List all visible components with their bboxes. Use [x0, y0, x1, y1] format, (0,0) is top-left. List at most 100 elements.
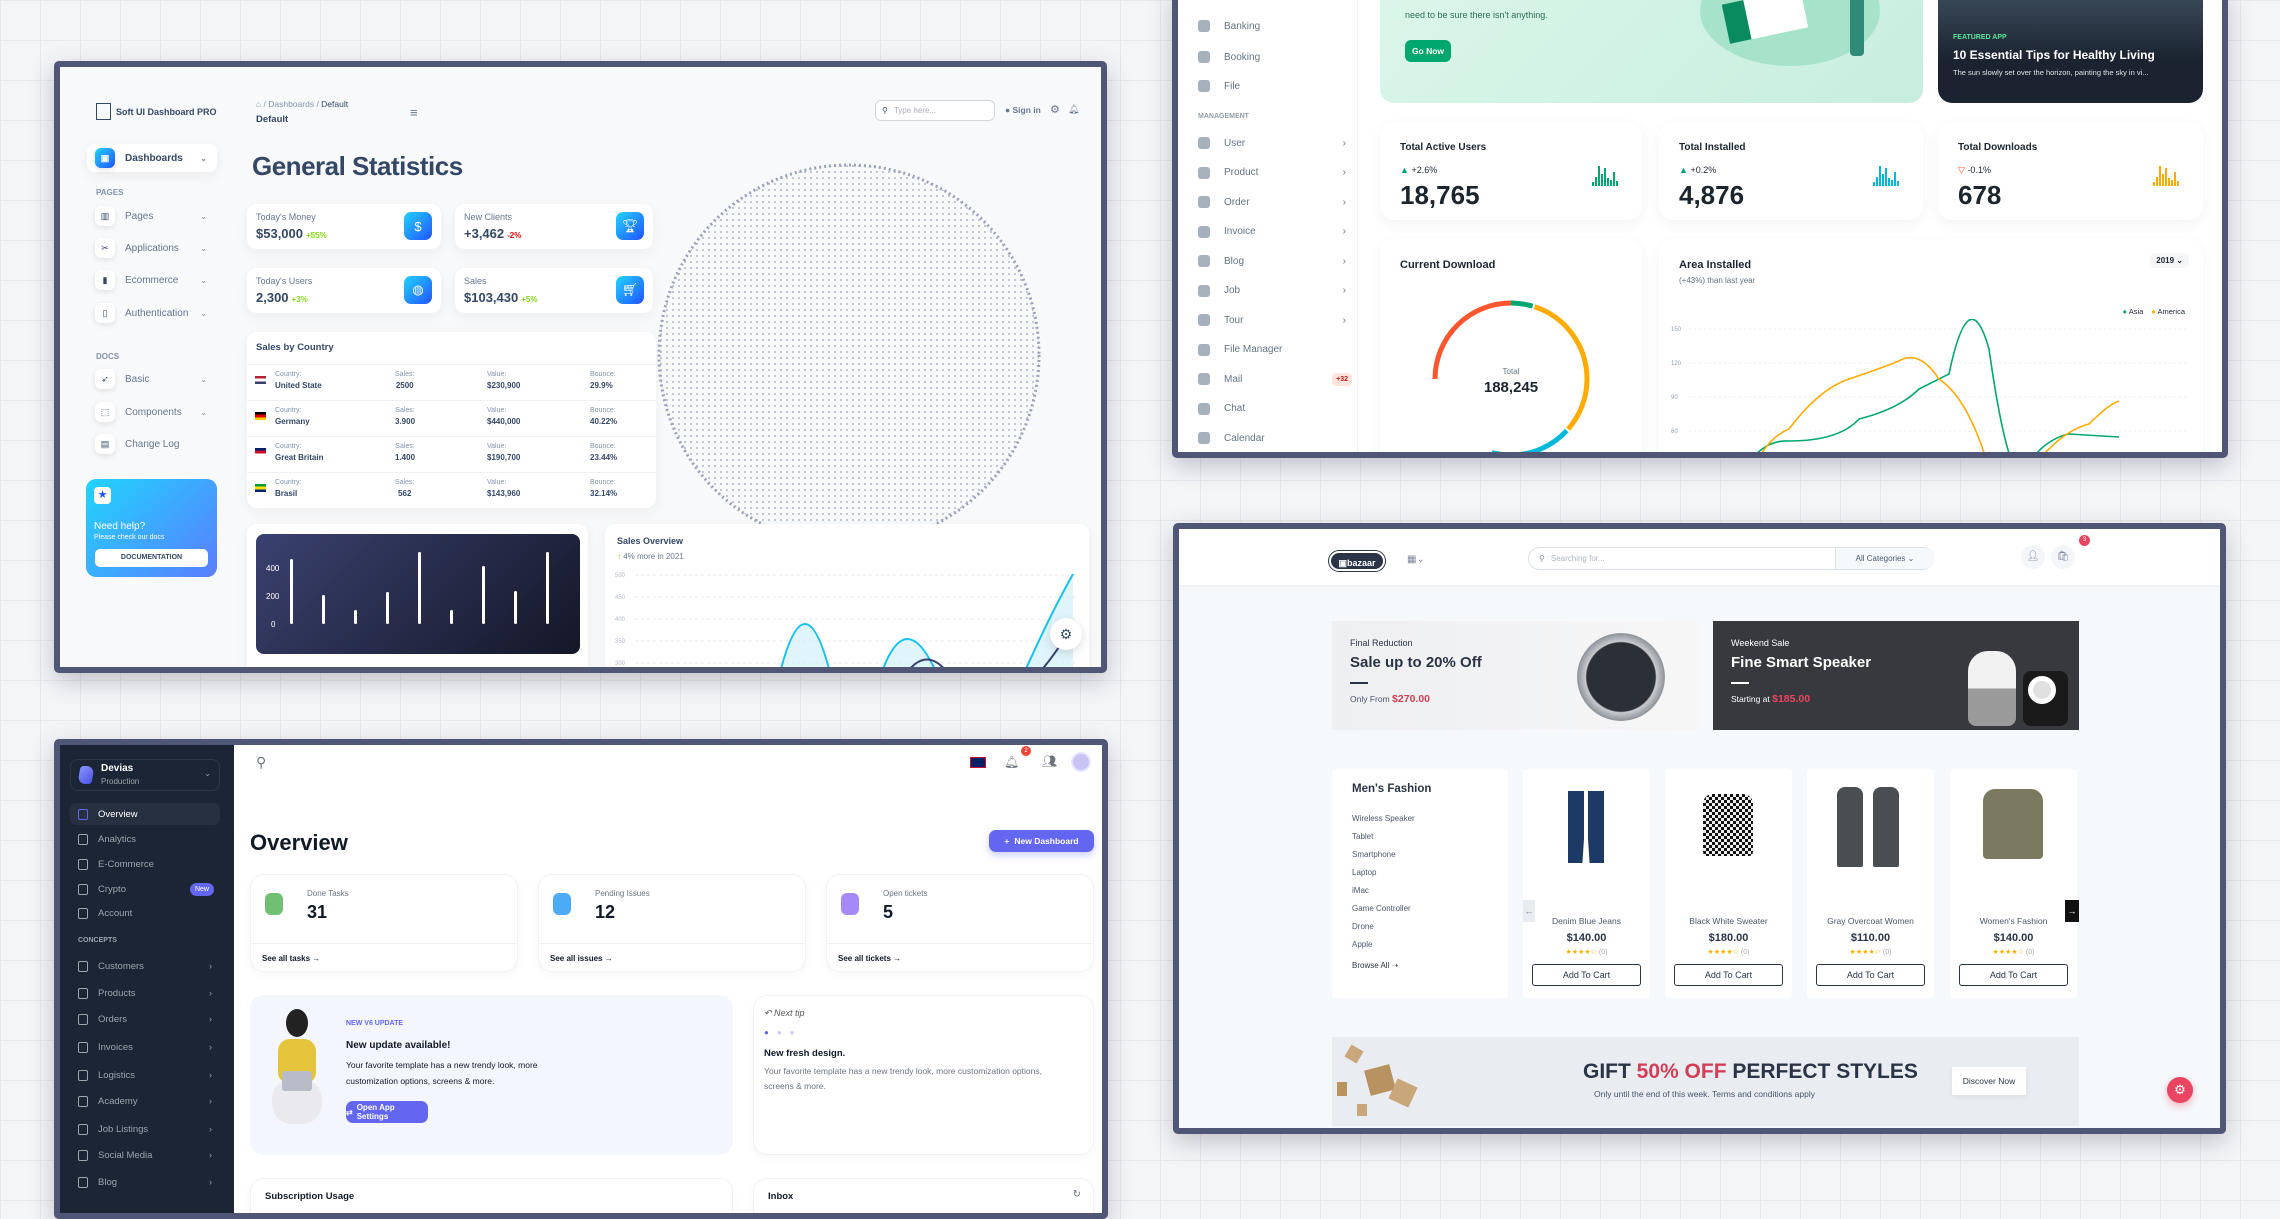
promo-banner-watch[interactable]: Final Reduction Sale up to 20% Off Only …: [1332, 621, 1698, 730]
search-input[interactable]: ⚲ Type here...: [875, 100, 995, 121]
sidebar-item[interactable]: Order ›: [1198, 196, 1358, 208]
sidebar-item[interactable]: Chat: [1198, 402, 1358, 415]
sidebar-item-booking[interactable]: Booking: [1198, 51, 1358, 63]
sidebar-item-banking[interactable]: Banking: [1198, 20, 1358, 32]
next-tip-button[interactable]: ↶ Next tip: [764, 1008, 805, 1018]
browse-all-link[interactable]: Browse All ➝: [1352, 961, 1399, 970]
sidebar-item[interactable]: Logistics ›: [70, 1064, 220, 1086]
add-to-cart-button[interactable]: Add To Cart: [1959, 964, 2068, 986]
new-dashboard-button[interactable]: + New Dashboard: [989, 830, 1094, 852]
carousel-prev-button[interactable]: ←: [1523, 900, 1535, 922]
sidebar-item-ecommerce[interactable]: ▮ Ecommerce ⌄: [87, 266, 217, 294]
category-select[interactable]: All Categories ⌄: [1835, 548, 1934, 569]
add-to-cart-button[interactable]: Add To Cart: [1532, 964, 1641, 986]
sidebar-item[interactable]: Invoices ›: [70, 1036, 220, 1058]
sign-in-link[interactable]: ● Sign in: [1005, 105, 1041, 115]
sidebar-item[interactable]: Orders ›: [70, 1008, 220, 1030]
sidebar-item-account[interactable]: Account: [70, 902, 220, 924]
breadcrumb-dashboards[interactable]: Dashboards: [268, 99, 315, 109]
home-icon[interactable]: ⌂: [256, 99, 262, 109]
avatar[interactable]: [1071, 752, 1091, 772]
discover-now-button[interactable]: Discover Now: [1952, 1067, 2026, 1095]
chevron-right-icon: ›: [1342, 255, 1346, 267]
y-tick: 120: [1671, 361, 1682, 367]
donut-chart: [1432, 300, 1590, 452]
sidebar-item-file[interactable]: File: [1198, 80, 1358, 92]
add-to-cart-button[interactable]: Add To Cart: [1816, 964, 1925, 986]
cell-sales: Sales: 1.400: [395, 443, 416, 462]
add-to-cart-button[interactable]: Add To Cart: [1674, 964, 1783, 986]
sidebar-item-dashboards[interactable]: ▣ Dashboards ⌄: [87, 144, 217, 172]
year-select[interactable]: 2019 ⌄: [2150, 253, 2189, 268]
sidebar-item[interactable]: User ›: [1198, 137, 1358, 149]
gear-icon[interactable]: ⚙: [1050, 104, 1060, 116]
category-link[interactable]: Apple: [1352, 940, 1373, 949]
category-link[interactable]: Wireless Speaker: [1352, 814, 1415, 823]
sidebar-item-applications[interactable]: ✂ Applications ⌄: [87, 234, 217, 262]
sidebar-item-components[interactable]: ⬚ Components ⌄: [87, 398, 217, 426]
sidebar-item[interactable]: Job ›: [1198, 284, 1358, 297]
sidebar-item-authentication[interactable]: ▯ Authentication ⌄: [87, 299, 217, 327]
featured-app-card[interactable]: FEATURED APP 10 Essential Tips for Healt…: [1938, 0, 2203, 103]
see-all-link[interactable]: See all issues →: [550, 954, 613, 963]
bazaar-logo[interactable]: ▣bazaar: [1329, 551, 1385, 571]
sidebar-item[interactable]: Invoice ›: [1198, 225, 1358, 238]
sidebar-item[interactable]: Tour ›: [1198, 314, 1358, 326]
product-price: $180.00: [1708, 932, 1749, 944]
go-now-button[interactable]: Go Now: [1405, 40, 1451, 62]
shopping-bag-icon[interactable]: 🛍︎: [2051, 545, 2075, 569]
bell-icon[interactable]: 🔔︎: [1004, 755, 1020, 769]
sidebar-item[interactable]: Blog ›: [70, 1171, 220, 1193]
sidebar-item-pages[interactable]: ▥ Pages ⌄: [87, 202, 217, 230]
product-card[interactable]: Women's Fashion $140.00 ★★★★☆ (0) Add To…: [1950, 769, 2077, 998]
stat-title: Total Downloads: [1958, 142, 2038, 153]
tip-pagination-dots[interactable]: ●●●: [764, 1028, 803, 1037]
product-card[interactable]: Black White Sweater $180.00 ★★★★☆ (0) Ad…: [1665, 769, 1792, 998]
settings-gear-button[interactable]: ⚙: [1050, 618, 1082, 650]
workspace-switcher[interactable]: Devias Production ⌄: [70, 759, 220, 791]
category-link[interactable]: Drone: [1352, 922, 1374, 931]
settings-gear-button[interactable]: ⚙: [2167, 1077, 2193, 1103]
product-card[interactable]: Denim Blue Jeans $140.00 ★★★★☆ (0) Add T…: [1523, 769, 1650, 998]
sidebar-item[interactable]: Social Media ›: [70, 1144, 220, 1166]
sidebar-item-e-commerce[interactable]: E-Commerce: [70, 853, 220, 875]
category-grid-icon[interactable]: ▦⌄: [1407, 554, 1425, 565]
sidebar-item-basic[interactable]: ➶ Basic ⌄: [87, 365, 217, 393]
sidebar-item[interactable]: Products ›: [70, 982, 220, 1004]
bell-icon[interactable]: 🔔︎: [1068, 104, 1080, 114]
open-app-settings-button[interactable]: ⇄ Open App Settings: [346, 1101, 428, 1123]
sidebar-item-change-log[interactable]: ▤ Change Log: [87, 430, 217, 458]
category-link[interactable]: Game Controller: [1352, 904, 1411, 913]
sidebar-item-overview[interactable]: Overview: [70, 803, 220, 825]
sidebar-item[interactable]: Mail +32: [1198, 372, 1358, 386]
documentation-button[interactable]: DOCUMENTATION: [95, 549, 208, 567]
sidebar-item[interactable]: Academy ›: [70, 1090, 220, 1112]
product-card[interactable]: Gray Overcoat Women $110.00 ★★★★☆ (0) Ad…: [1807, 769, 1934, 998]
contacts-icon[interactable]: 👥︎: [1042, 754, 1058, 768]
sidebar-item[interactable]: Product ›: [1198, 166, 1358, 179]
category-link[interactable]: Laptop: [1352, 868, 1377, 877]
category-link[interactable]: Smartphone: [1352, 850, 1396, 859]
sidebar-item[interactable]: Blog ›: [1198, 255, 1358, 267]
search-input[interactable]: ⚲ Searching for... All Categories ⌄: [1528, 547, 1934, 570]
see-all-link[interactable]: See all tasks →: [262, 954, 321, 963]
user-icon[interactable]: 👤︎: [2021, 545, 2045, 569]
promo-banner-speaker[interactable]: Weekend Sale Fine Smart Speaker Starting…: [1713, 621, 2079, 730]
sidebar-item-crypto[interactable]: Crypto New: [70, 878, 220, 900]
table-row: Country: Brasil Sales: 562 Value: $143,960 …: [247, 472, 656, 508]
carousel-next-button[interactable]: →: [2065, 900, 2079, 922]
sidebar-item[interactable]: Job Listings ›: [70, 1118, 220, 1140]
category-link[interactable]: iMac: [1352, 886, 1369, 895]
uk-flag-icon[interactable]: [970, 757, 986, 768]
hamburger-icon[interactable]: ≡: [410, 105, 418, 120]
see-all-link[interactable]: See all tickets →: [838, 954, 902, 963]
sidebar-item[interactable]: Customers ›: [70, 955, 220, 977]
sidebar-item-analytics[interactable]: Analytics: [70, 828, 220, 850]
search-icon[interactable]: ⚲: [256, 754, 267, 770]
sidebar-item[interactable]: Calendar: [1198, 432, 1358, 444]
sidebar-item[interactable]: File Manager: [1198, 343, 1358, 356]
nav-icon: [78, 960, 88, 972]
refresh-icon[interactable]: ↻: [1072, 1189, 1081, 1200]
category-link[interactable]: Tablet: [1352, 832, 1374, 841]
cell-sales: Sales: 3.900: [395, 407, 416, 426]
